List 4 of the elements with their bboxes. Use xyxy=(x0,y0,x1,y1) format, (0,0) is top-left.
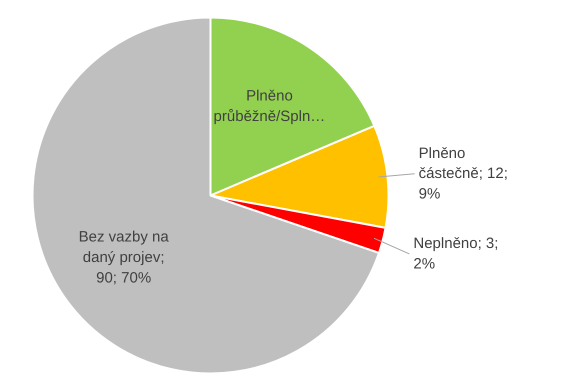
slice-label: Neplněno; 3; 2% xyxy=(413,235,498,273)
slice-label: Plněno průběžně/Spln… xyxy=(214,88,326,126)
slice-label: Bez vazby na daný projev; 90; 70% xyxy=(78,228,170,287)
slice-label: Plněno částečně; 12; 9% xyxy=(418,144,508,203)
